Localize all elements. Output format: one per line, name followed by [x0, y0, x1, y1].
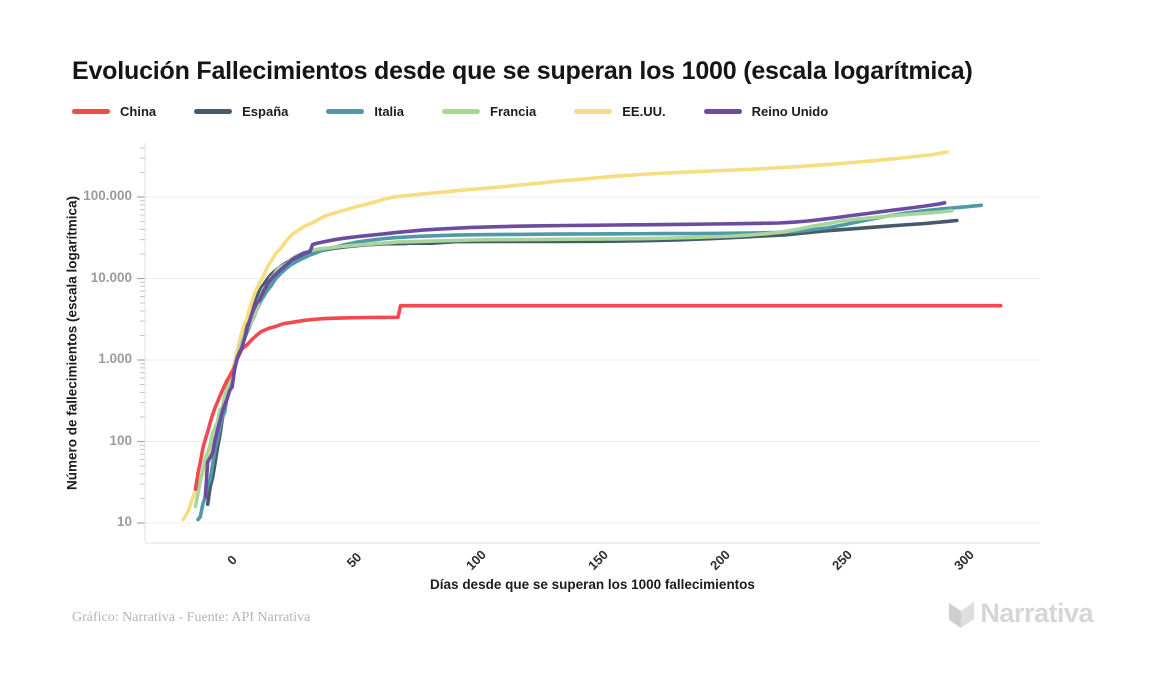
chart-source-credit: Gráfico: Narrativa - Fuente: API Narrati…	[72, 610, 311, 625]
y-tick-label-10.000: 10.000	[90, 269, 132, 285]
chart-legend: China España Italia Francia EE.UU. Reino Unid…	[72, 104, 828, 119]
legend-label-francia: Francia	[490, 104, 537, 119]
legend-label-italia: Italia	[374, 104, 404, 119]
legend-swatch-ee-uu-	[574, 109, 613, 114]
series-line-reino-unido	[203, 201, 947, 499]
legend-swatch-italia	[326, 109, 365, 114]
legend-label-espa-a: España	[242, 104, 289, 119]
legend-label-ee-uu-: EE.UU.	[622, 104, 666, 119]
legend-item-china: China	[72, 104, 156, 119]
legend-swatch-espa-a	[194, 109, 233, 114]
narrativa-logo-icon	[949, 601, 975, 628]
x-axis-title: Días desde que se superan los 1000 falle…	[430, 577, 755, 592]
series-line-italia	[196, 203, 984, 522]
legend-item-francia: Francia	[442, 104, 536, 119]
y-tick-label-100: 100	[109, 432, 132, 448]
series-line-china	[193, 303, 1003, 492]
legend-item-espa-a: España	[194, 104, 288, 119]
narrativa-logo-text: Narrativa	[980, 598, 1093, 628]
y-tick-label-10: 10	[116, 514, 132, 529]
legend-swatch-reino-unido	[703, 109, 742, 114]
legend-item-italia: Italia	[326, 104, 404, 119]
narrativa-logo: Narrativa	[946, 598, 1093, 629]
legend-item-reino-unido: Reino Unido	[703, 104, 829, 119]
legend-swatch-china	[72, 109, 110, 114]
page-title: Evolución Fallecimientos desde que se su…	[72, 56, 973, 85]
legend-item-ee-uu-: EE.UU.	[574, 104, 666, 119]
legend-label-china: China	[120, 104, 157, 119]
legend-swatch-francia	[442, 109, 480, 114]
y-axis-title: Número de fallecimientos (escala logarít…	[64, 195, 80, 491]
series-line-ee-uu-	[181, 150, 949, 522]
series-line-espa-a	[205, 218, 959, 507]
legend-label-reino-unido: Reino Unido	[751, 104, 829, 119]
y-tick-label-100.000: 100.000	[83, 188, 132, 203]
y-tick-label-1.000: 1.000	[98, 351, 132, 366]
